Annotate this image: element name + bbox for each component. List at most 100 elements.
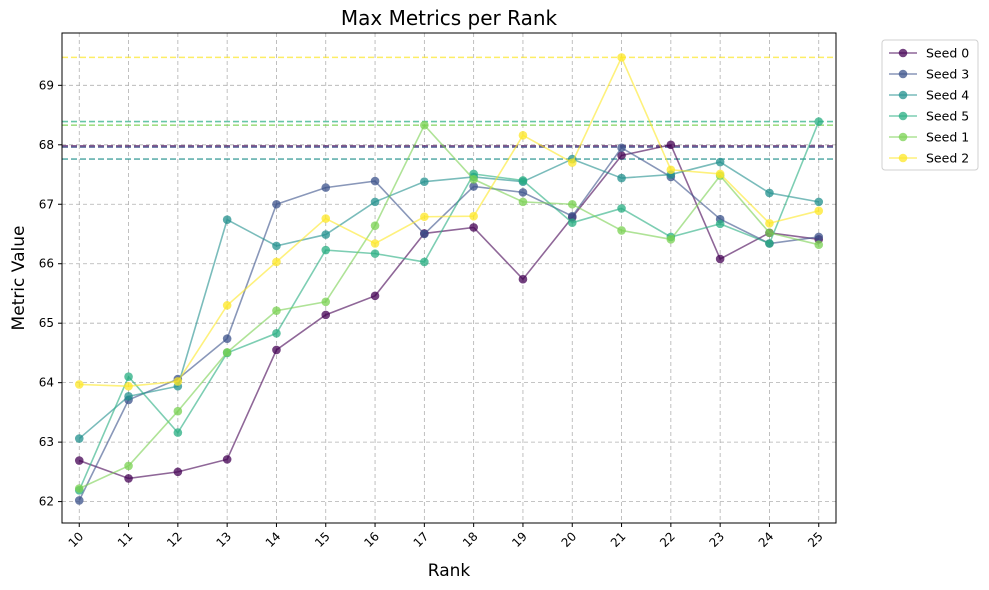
data-point bbox=[715, 169, 725, 179]
series-layer bbox=[74, 53, 824, 505]
data-point bbox=[74, 484, 84, 493]
data-point bbox=[321, 214, 331, 223]
legend-label: Seed 4 bbox=[926, 88, 969, 103]
series-seed-4 bbox=[74, 154, 824, 443]
series-line-seed-0 bbox=[78, 143, 819, 480]
data-point bbox=[222, 334, 232, 343]
data-point bbox=[617, 151, 626, 160]
data-point bbox=[814, 197, 824, 207]
data-point bbox=[272, 329, 281, 338]
legend-item-seed-5: Seed 5 bbox=[889, 109, 969, 124]
series-line-seed-4 bbox=[78, 158, 819, 440]
data-point bbox=[370, 291, 380, 301]
x-axis-title: Rank bbox=[428, 561, 471, 581]
data-point bbox=[420, 257, 429, 267]
data-point bbox=[370, 221, 380, 230]
y-tick-label: 68 bbox=[39, 138, 54, 152]
data-point bbox=[321, 230, 331, 239]
data-point bbox=[222, 348, 232, 357]
y-axis-title: Metric Value bbox=[9, 226, 29, 331]
series-line-seed-5 bbox=[78, 121, 820, 491]
legend-label: Seed 0 bbox=[926, 46, 969, 61]
legend-item-seed-3: Seed 3 bbox=[889, 67, 969, 82]
data-point bbox=[518, 188, 528, 197]
data-point bbox=[124, 392, 133, 401]
legend-label: Seed 1 bbox=[926, 130, 969, 145]
data-point bbox=[715, 254, 725, 264]
data-point bbox=[617, 204, 626, 213]
data-point bbox=[420, 212, 429, 222]
legend-item-seed-2: Seed 2 bbox=[889, 151, 969, 166]
data-point bbox=[173, 406, 183, 416]
legend-item-seed-0: Seed 0 bbox=[889, 46, 969, 61]
y-tick-label: 67 bbox=[39, 197, 54, 211]
series-line-seed-3 bbox=[78, 146, 819, 501]
data-point bbox=[765, 188, 774, 198]
grid bbox=[62, 33, 836, 523]
data-point bbox=[617, 53, 626, 62]
data-point bbox=[666, 165, 676, 175]
data-point bbox=[74, 434, 84, 443]
data-point bbox=[321, 310, 331, 320]
data-point bbox=[420, 177, 429, 186]
data-point bbox=[370, 176, 380, 186]
data-point bbox=[814, 240, 824, 249]
data-point bbox=[765, 239, 774, 248]
data-point bbox=[666, 235, 676, 244]
data-point bbox=[222, 215, 232, 225]
y-tick-label: 63 bbox=[39, 435, 54, 449]
legend-swatch-marker bbox=[898, 153, 908, 163]
data-point bbox=[124, 381, 133, 391]
y-tick-label: 62 bbox=[39, 495, 54, 509]
data-point bbox=[272, 199, 281, 209]
data-point bbox=[124, 474, 133, 483]
series-seed-2 bbox=[74, 53, 824, 391]
data-point bbox=[518, 176, 528, 185]
data-point bbox=[321, 183, 331, 192]
data-point bbox=[715, 157, 725, 167]
chart-title: Max Metrics per Rank bbox=[341, 6, 558, 30]
data-point bbox=[272, 257, 281, 267]
data-point bbox=[715, 219, 725, 229]
data-point bbox=[74, 456, 84, 465]
legend-swatch-marker bbox=[898, 48, 908, 58]
y-tick-label: 66 bbox=[39, 257, 54, 271]
data-point bbox=[321, 297, 331, 307]
data-point bbox=[617, 226, 626, 235]
legend-swatch-marker bbox=[898, 111, 908, 121]
data-point bbox=[814, 232, 824, 242]
data-point bbox=[74, 496, 84, 505]
data-point bbox=[370, 197, 380, 207]
data-point bbox=[518, 274, 528, 284]
legend-swatch-marker bbox=[898, 132, 908, 142]
data-point bbox=[518, 130, 528, 140]
legend-label: Seed 5 bbox=[926, 109, 969, 124]
legend-item-seed-1: Seed 1 bbox=[889, 130, 969, 145]
data-point bbox=[469, 223, 478, 232]
y-axis-ticks: 62 63 64 65 66 67 68 69 bbox=[39, 78, 62, 509]
data-point bbox=[617, 143, 626, 153]
data-point bbox=[272, 345, 281, 355]
data-point bbox=[567, 158, 577, 167]
data-point bbox=[173, 377, 183, 386]
data-point bbox=[370, 239, 380, 248]
data-point bbox=[222, 301, 232, 310]
data-point bbox=[272, 241, 281, 251]
data-point bbox=[173, 428, 183, 437]
legend: Seed 0 Seed 3 Seed 4 Seed 5 Seed 1 Seed 2 bbox=[881, 39, 979, 171]
data-point bbox=[765, 218, 774, 228]
data-point bbox=[469, 174, 478, 184]
data-point bbox=[666, 140, 676, 150]
data-point bbox=[617, 173, 626, 183]
y-tick-label: 69 bbox=[39, 78, 54, 92]
data-point bbox=[74, 380, 84, 389]
data-point bbox=[765, 228, 774, 238]
series-seed-5 bbox=[74, 117, 824, 495]
legend-label: Seed 2 bbox=[926, 151, 969, 166]
data-point bbox=[272, 306, 281, 316]
data-point bbox=[814, 206, 824, 216]
max-lines bbox=[62, 56, 836, 160]
data-point bbox=[814, 117, 824, 126]
y-tick-label: 64 bbox=[39, 376, 54, 390]
